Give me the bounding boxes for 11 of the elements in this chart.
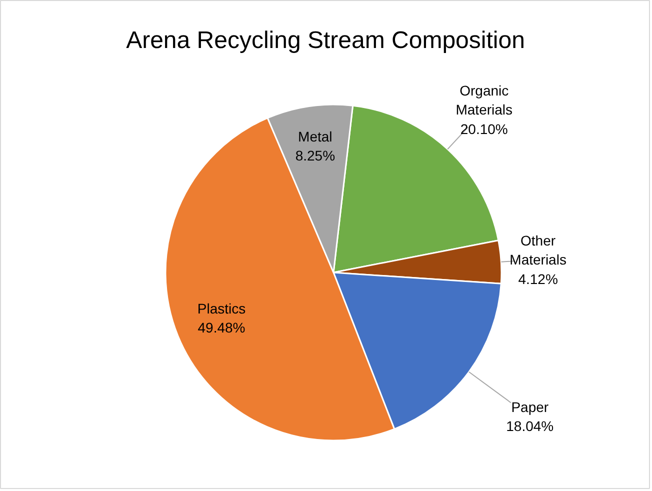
chart-title: Arena Recycling Stream Composition bbox=[126, 27, 525, 54]
data-label: 4.12% bbox=[518, 270, 558, 287]
data-label: 20.10% bbox=[460, 120, 508, 137]
slice-label: Organic Materials bbox=[456, 82, 513, 118]
data-label: 8.25% bbox=[295, 148, 336, 164]
slice-label: Other Materials bbox=[510, 232, 566, 268]
slice-label: Metal bbox=[298, 128, 332, 145]
slice-label: Paper bbox=[511, 399, 549, 416]
data-label: 18.04% bbox=[506, 418, 554, 434]
data-label: 49.48% bbox=[198, 320, 246, 336]
slice-label: Plastics bbox=[197, 300, 246, 317]
